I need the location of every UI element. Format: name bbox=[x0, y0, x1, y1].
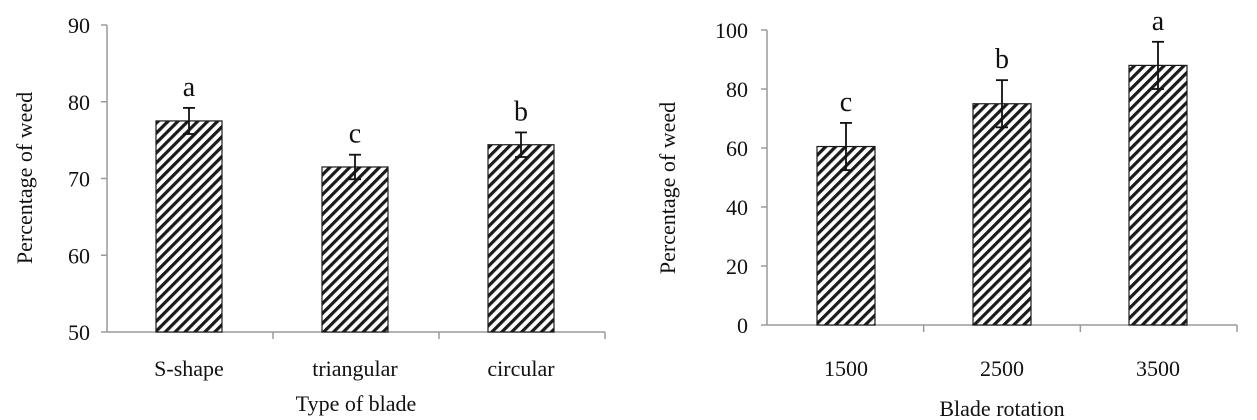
significance-letters: c b a bbox=[840, 6, 1165, 118]
y-axis-title: Percentage of weed bbox=[12, 92, 37, 264]
y-tick-label: 90 bbox=[68, 13, 90, 38]
error-bar bbox=[183, 106, 195, 135]
x-tick-label: S-shape bbox=[154, 356, 224, 381]
y-axis-title: Percentage of weed bbox=[655, 102, 680, 274]
y-tick-label: 40 bbox=[726, 195, 748, 220]
x-axis-title: Blade rotation bbox=[939, 396, 1064, 420]
bar-3500 bbox=[1128, 64, 1188, 326]
y-tick-label: 70 bbox=[68, 167, 90, 192]
y-tick-label: 80 bbox=[726, 77, 748, 102]
x-tick-label: 2500 bbox=[980, 356, 1024, 381]
significance-letter: b bbox=[514, 96, 528, 127]
significance-letter: a bbox=[1152, 6, 1165, 37]
error-bar bbox=[840, 122, 852, 172]
x-tick-label: circular bbox=[487, 356, 555, 381]
significance-letter: c bbox=[840, 87, 852, 118]
bars bbox=[816, 64, 1188, 326]
bar-2500 bbox=[972, 103, 1032, 326]
significance-letter: b bbox=[995, 44, 1009, 75]
bar-triangular bbox=[321, 166, 389, 333]
significance-letter: c bbox=[349, 119, 361, 150]
y-ticks: 50 60 70 80 90 bbox=[68, 13, 107, 345]
y-tick-label: 0 bbox=[737, 313, 748, 338]
y-tick-label: 100 bbox=[715, 18, 748, 43]
error-bar bbox=[515, 131, 527, 158]
y-tick-label: 50 bbox=[68, 320, 90, 345]
chart-blade-rotation: 0 20 40 60 80 100 c b a 1500 2500 3500 Percentage… bbox=[655, 6, 1238, 420]
significance-letter: a bbox=[183, 72, 196, 103]
error-bar bbox=[996, 79, 1008, 129]
x-tick-label: 1500 bbox=[824, 356, 868, 381]
y-tick-label: 80 bbox=[68, 90, 90, 115]
bars bbox=[155, 120, 555, 333]
x-ticks: S-shape triangular circular bbox=[154, 332, 606, 381]
significance-letters: a c b bbox=[183, 72, 528, 150]
y-ticks: 0 20 40 60 80 100 bbox=[715, 18, 767, 338]
x-tick-label: triangular bbox=[312, 356, 398, 381]
error-bars bbox=[840, 40, 1164, 172]
x-tick-label: 3500 bbox=[1136, 356, 1180, 381]
bar-1500 bbox=[816, 145, 876, 326]
y-tick-label: 60 bbox=[726, 136, 748, 161]
x-ticks: 1500 2500 3500 bbox=[824, 325, 1238, 381]
error-bar bbox=[1152, 40, 1164, 90]
y-tick-label: 20 bbox=[726, 254, 748, 279]
bar-S-shape bbox=[155, 120, 223, 333]
error-bars bbox=[183, 106, 527, 181]
chart-blade-type: 50 60 70 80 90 a c b S-shape triangular circular… bbox=[12, 13, 606, 416]
bar-circular bbox=[487, 144, 555, 333]
y-tick-label: 60 bbox=[68, 243, 90, 268]
x-axis-title: Type of blade bbox=[296, 391, 417, 416]
error-bar bbox=[349, 153, 361, 181]
